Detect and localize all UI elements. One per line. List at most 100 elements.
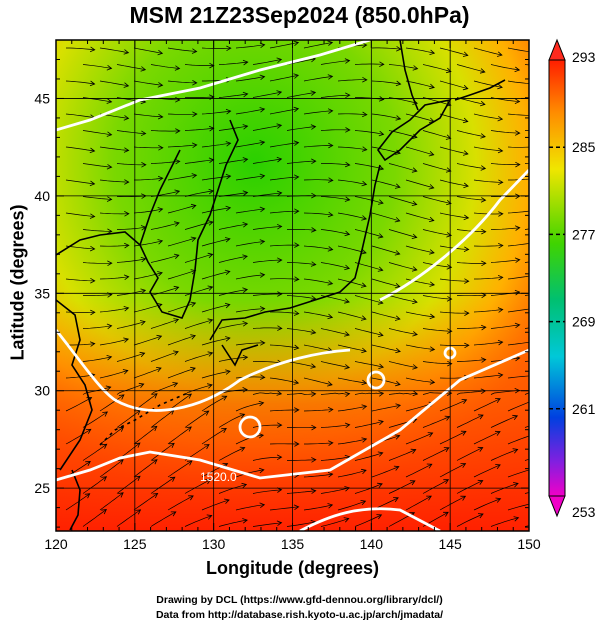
streamline-arrowhead [409,480,416,486]
streamline-arrowhead [462,150,469,156]
streamline-arrowhead [106,196,113,202]
streamline [116,258,146,263]
streamline [201,110,231,115]
streamline-arrowhead [393,497,399,503]
streamline-arrowhead [460,463,467,468]
streamline [133,240,163,247]
streamline [167,144,197,148]
streamline-arrowhead [360,315,367,321]
streamline-arrowhead [513,482,519,488]
streamline-arrowhead [260,374,266,380]
streamline-arrowhead [188,495,194,501]
streamline [184,190,214,197]
streamline-arrowhead [480,357,487,363]
streamline-arrowhead [207,383,213,389]
streamline [167,495,194,511]
streamline-arrowhead [102,411,108,417]
streamline-arrowhead [514,257,521,263]
streamline [252,158,282,164]
streamline-arrowhead [378,419,384,426]
streamline-arrowhead [239,413,246,419]
streamline [337,113,367,116]
streamline [65,212,95,217]
streamline [65,493,90,511]
streamline-arrowhead [411,167,418,173]
streamline [337,469,367,478]
streamline [337,146,367,151]
streamline-arrowhead [89,245,96,252]
streamline [337,438,367,445]
streamline-arrowhead [118,394,125,400]
streamline-arrowhead [207,351,214,357]
streamline-arrowhead [241,482,248,489]
streamline-arrowhead [462,84,469,91]
streamline [286,490,316,494]
streamline-arrowhead [173,285,180,292]
streamline [184,127,214,131]
streamline [388,295,418,303]
streamline [303,409,333,412]
streamline-arrowhead [221,427,227,433]
streamline [456,262,486,264]
streamline-arrowhead [173,253,180,259]
streamline-arrowhead [429,313,436,320]
streamline [269,142,299,148]
streamline [99,459,124,478]
streamline-arrowhead [463,246,470,252]
streamline-arrowhead [203,444,210,450]
streamline [286,262,316,265]
streamline [490,517,519,527]
streamline [167,460,193,478]
streamline-arrowhead [186,426,192,432]
streamline [65,146,95,152]
streamline-arrowhead [310,363,317,369]
streamline [269,244,299,247]
streamline-arrowhead [328,407,334,413]
streamline [303,42,333,49]
streamline [388,64,418,70]
x-tick-label: 120 [44,536,68,552]
streamline-arrowhead [169,442,175,448]
streamline-arrowhead [446,232,453,238]
streamline-arrowhead [225,173,232,180]
streamline [320,518,349,527]
colorbar-tick-label: 285 [572,139,596,155]
streamline-arrowhead [170,511,177,517]
streamline-arrowhead [344,422,351,429]
streamline-arrowhead [156,334,163,341]
streamline-arrowhead [242,254,248,260]
streamline [99,370,128,379]
streamline-arrowhead [139,351,146,358]
streamline-arrowhead [327,74,334,80]
streamline [354,483,383,494]
streamline [134,177,163,181]
streamline [150,409,175,428]
streamline [167,47,197,52]
streamline-arrowhead [412,331,418,337]
streamline [321,163,350,166]
streamline [235,402,264,412]
streamline [422,163,451,172]
streamline-arrowhead [157,207,164,213]
streamline [456,414,484,428]
streamline [235,504,265,511]
streamline [99,244,129,247]
streamline-arrowhead [530,399,535,404]
streamline-arrowhead [514,98,521,104]
streamline-arrowhead [239,446,246,452]
streamline-arrowhead [135,475,141,481]
streamline [507,341,529,346]
streamline [167,367,196,379]
streamline-arrowhead [310,391,317,397]
streamline [303,145,333,148]
streamline-arrowhead [169,476,176,482]
streamline-arrowhead [514,66,521,73]
streamline-arrowhead [446,264,453,270]
streamline-arrowhead [477,479,484,485]
streamline-arrowhead [221,395,228,401]
axis-ticks [55,39,530,531]
streamline-arrowhead [532,208,537,213]
streamline [456,513,484,527]
streamline [422,416,450,428]
streamline-arrowhead [175,128,181,134]
